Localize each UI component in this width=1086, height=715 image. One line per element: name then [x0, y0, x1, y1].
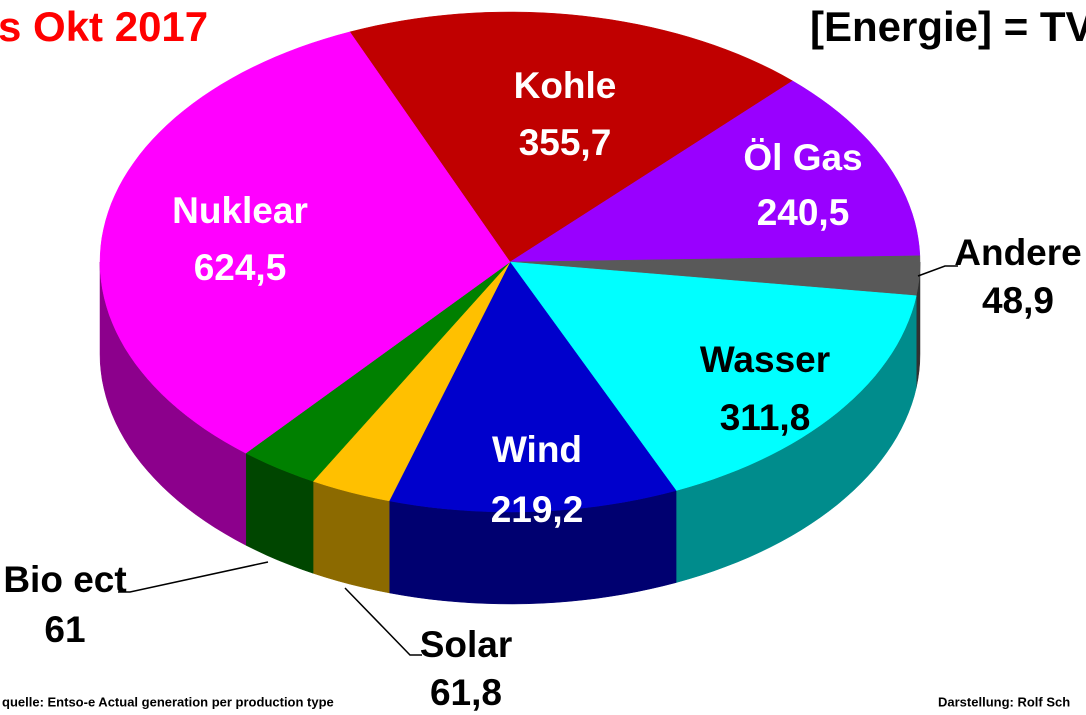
- credit-note: Darstellung: Rolf Sch: [938, 694, 1070, 709]
- pie-slice: [349, 11, 794, 263]
- slice-label: Nuklear: [172, 190, 308, 231]
- slice-value-label: 355,7: [519, 122, 612, 163]
- leader-line: [344, 587, 422, 656]
- slice-value-label: 240,5: [757, 192, 850, 233]
- slice-label: Andere: [954, 232, 1081, 273]
- slice-label: Solar: [420, 624, 513, 665]
- slice-label: Wasser: [700, 339, 830, 380]
- pie-slice: [312, 261, 511, 502]
- leader-line: [118, 561, 269, 593]
- pie-slice: [509, 80, 921, 263]
- slice-label: Bio ect: [3, 559, 126, 600]
- slice-value-label: 219,2: [491, 489, 584, 530]
- slice-value-label: 624,5: [194, 247, 287, 288]
- slice-value-label: 311,8: [720, 397, 811, 438]
- slice-label: Öl Gas: [743, 137, 862, 178]
- pie-slice: [99, 31, 511, 454]
- slice-value-label: 61,8: [430, 672, 502, 713]
- leader-line: [917, 265, 958, 277]
- slice-label: Kohle: [514, 65, 617, 106]
- chart-title: s Okt 2017: [0, 3, 208, 50]
- source-note: quelle: Entso-e Actual generation per pr…: [2, 694, 334, 709]
- chart-subtitle: [Energie] = TV: [810, 3, 1086, 50]
- pie-slice: [388, 261, 677, 513]
- slice-value-label: 48,9: [982, 280, 1054, 321]
- slice-label: Wind: [492, 429, 582, 470]
- pie-top: [99, 11, 921, 513]
- slice-value-label: 61: [44, 609, 85, 650]
- pie-slice: [245, 261, 511, 482]
- pie-slice: [509, 261, 917, 491]
